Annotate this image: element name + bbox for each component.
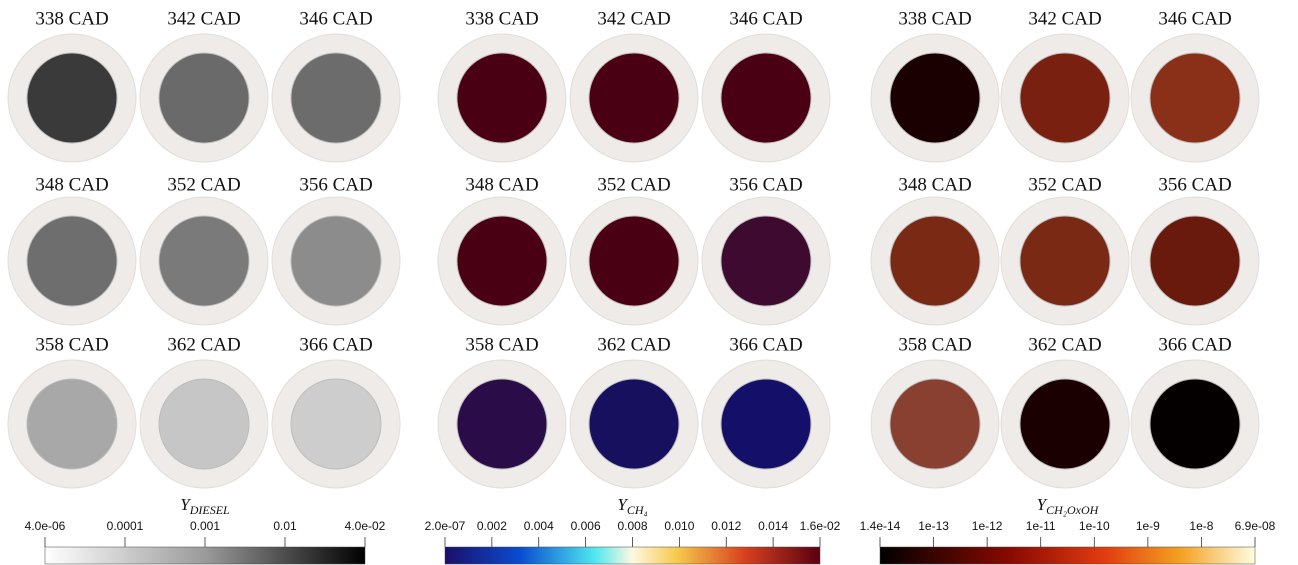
frame-label: 338 CAD: [465, 8, 538, 29]
field-image: [456, 378, 548, 470]
field-image: [588, 215, 680, 307]
field-image: [26, 378, 118, 470]
title-main: Y: [1037, 495, 1048, 514]
field-image: [588, 378, 680, 470]
colorbar-title: YDIESEL: [180, 495, 230, 517]
field-image: [26, 215, 118, 307]
colorbar: [879, 546, 1256, 565]
frame-label: 338 CAD: [35, 8, 108, 29]
frame-label: 338 CAD: [898, 8, 971, 29]
title-sub: CH₄: [627, 503, 648, 517]
colorbar-tick-label: 0.006: [571, 519, 601, 533]
title-main: Y: [617, 495, 628, 514]
field-image: [1019, 52, 1111, 144]
frame-label: 366 CAD: [299, 334, 372, 355]
frame-label: 358 CAD: [465, 334, 538, 355]
colorbar-tick-label: 0.002: [477, 519, 507, 533]
frame-label: 358 CAD: [35, 334, 108, 355]
frame-label: 352 CAD: [167, 174, 240, 195]
colorbar-tick-label: 0.0001: [107, 519, 144, 533]
colorbar-tick-label: 0.004: [524, 519, 554, 533]
colorbar-tick-label: 1.6e-02: [800, 519, 841, 533]
colorbar-tick-label: 0.012: [711, 519, 741, 533]
field-image: [456, 52, 548, 144]
field-image: [720, 378, 812, 470]
field-image: [889, 215, 981, 307]
colorbar-tick-label: 1e-11: [1026, 519, 1056, 533]
frame-label: 362 CAD: [597, 334, 670, 355]
colorbar-title: YCH₄: [617, 495, 647, 517]
field-image: [290, 378, 382, 470]
frame-label: 358 CAD: [898, 334, 971, 355]
title-sub: CH₂OxOH: [1046, 503, 1100, 517]
field-image: [1149, 52, 1241, 144]
frame-label: 342 CAD: [1028, 8, 1101, 29]
field-image: [588, 52, 680, 144]
frame-label: 346 CAD: [1158, 8, 1231, 29]
colorbar-tick-label: 0.014: [758, 519, 788, 533]
frame-label: 342 CAD: [167, 8, 240, 29]
colorbar-tick-label: 1e-9: [1136, 519, 1160, 533]
colorbar-tick-label: 1e-13: [918, 519, 949, 533]
frame-label: 362 CAD: [1028, 334, 1101, 355]
frame-label: 346 CAD: [729, 8, 802, 29]
field-image: [1149, 378, 1241, 470]
field-image: [158, 378, 250, 470]
field-image: [1019, 215, 1111, 307]
frame-label: 356 CAD: [299, 174, 372, 195]
frame-label: 352 CAD: [597, 174, 670, 195]
field-image: [290, 52, 382, 144]
colorbar-title: YCH₂OxOH: [1037, 495, 1100, 517]
field-image: [158, 215, 250, 307]
colorbar-tick-label: 1e-12: [972, 519, 1003, 533]
field-image: [456, 215, 548, 307]
field-image: [889, 52, 981, 144]
title-sub: DIESEL: [189, 503, 230, 517]
colorbar-tick-label: 1.4e-14: [860, 519, 901, 533]
colorbar-tick-label: 0.001: [190, 519, 220, 533]
field-image: [720, 52, 812, 144]
frame-label: 348 CAD: [898, 174, 971, 195]
frame-label: 356 CAD: [1158, 174, 1231, 195]
colorbar-tick-label: 1e-10: [1079, 519, 1110, 533]
colorbar: [444, 546, 821, 565]
colorbar-tick-label: 0.01: [273, 519, 297, 533]
frame-label: 352 CAD: [1028, 174, 1101, 195]
colorbar-tick-label: 4.0e-06: [25, 519, 66, 533]
title-main: Y: [180, 495, 191, 514]
field-image: [1149, 215, 1241, 307]
colorbar-tick-label: 0.008: [617, 519, 647, 533]
frame-label: 342 CAD: [597, 8, 670, 29]
field-image: [1019, 378, 1111, 470]
frame-label: 362 CAD: [167, 334, 240, 355]
colorbar-tick-label: 1e-8: [1189, 519, 1213, 533]
frame-label: 348 CAD: [35, 174, 108, 195]
frame-label: 346 CAD: [299, 8, 372, 29]
field-image: [290, 215, 382, 307]
frame-label: 366 CAD: [729, 334, 802, 355]
field-image: [158, 52, 250, 144]
colorbar-tick-label: 2.0e-07: [425, 519, 466, 533]
colorbar-tick-label: 6.9e-08: [1235, 519, 1276, 533]
frame-label: 366 CAD: [1158, 334, 1231, 355]
colorbar: [44, 546, 366, 565]
field-image: [889, 378, 981, 470]
frame-label: 356 CAD: [729, 174, 802, 195]
field-image: [26, 52, 118, 144]
colorbar-tick-label: 0.010: [664, 519, 694, 533]
field-image: [720, 215, 812, 307]
frame-label: 348 CAD: [465, 174, 538, 195]
colorbar-tick-label: 4.0e-02: [345, 519, 386, 533]
